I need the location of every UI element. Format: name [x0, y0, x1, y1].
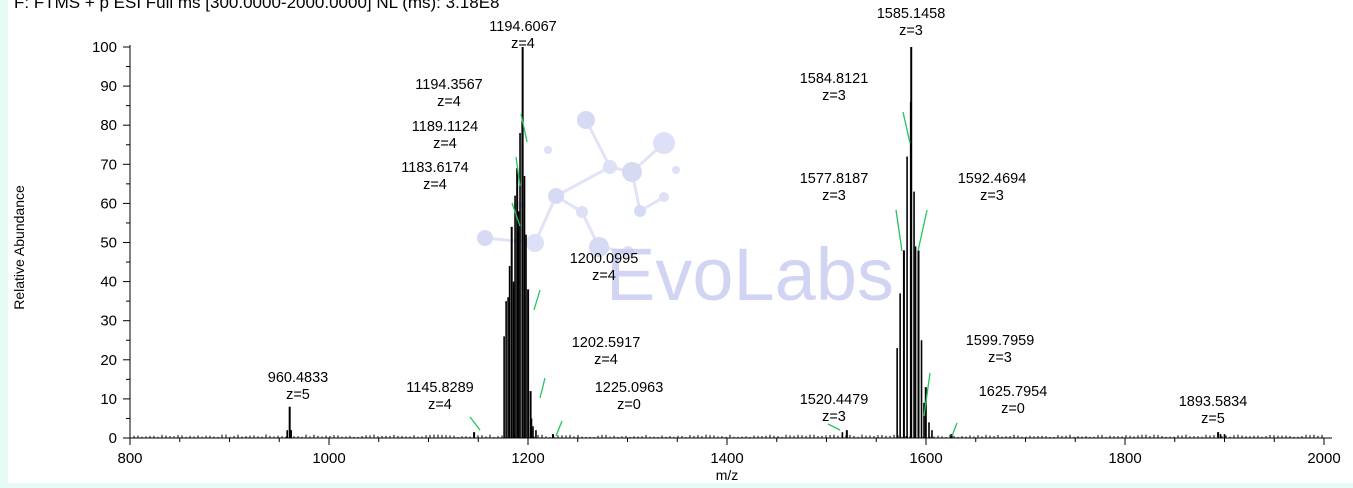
peak-charge-label: z=4 [433, 136, 457, 152]
peak-charge-label: z=4 [594, 352, 618, 368]
y-tick-label: 90 [100, 78, 117, 95]
y-tick-label: 30 [100, 313, 117, 330]
x-tick-label: 1200 [511, 450, 544, 467]
peak-charge-label: z=0 [617, 397, 641, 413]
y-tick-label: 10 [100, 391, 117, 408]
peak-charge-label: z=4 [511, 36, 535, 52]
peak-mz-label: 1599.7959 [966, 333, 1035, 349]
peak-charge-label: z=4 [423, 177, 447, 193]
x-tick-label: 2000 [1307, 450, 1340, 467]
y-tick-label: 40 [100, 274, 117, 291]
y-tick-label: 60 [100, 195, 117, 212]
y-tick-label: 80 [100, 117, 117, 134]
x-tick-label: 1400 [710, 450, 743, 467]
peak-mz-label: 1592.4694 [958, 171, 1027, 187]
peak-mz-label: 1194.3567 [415, 77, 482, 93]
molecule-logo-icon [477, 111, 680, 258]
label-leader-lines [469, 111, 958, 437]
x-tick-label: 1800 [1108, 450, 1141, 467]
peak-charge-label: z=4 [592, 268, 616, 284]
peak-mz-label: 1520.4479 [800, 392, 869, 408]
leader-line [520, 113, 528, 143]
x-axis-title: m/z [716, 467, 739, 483]
watermark-text: EvoLabs [606, 233, 894, 316]
peak-mz-label: 1202.5917 [572, 335, 641, 351]
x-tick-label: 1000 [312, 450, 345, 467]
peak-charge-label: z=3 [988, 350, 1012, 366]
peak-mz-label: 1625.7954 [979, 384, 1048, 400]
leader-line [827, 423, 841, 431]
peak-mz-label: 1584.8121 [800, 71, 869, 87]
peak-mz-label: 960.4833 [268, 370, 328, 386]
y-tick-label: 70 [100, 156, 117, 173]
peak-mz-label: 1183.6174 [401, 160, 468, 176]
peak-charge-label: z=0 [1001, 401, 1025, 417]
chart-area: F: FTMS + p ESI Full ms [300.0000-2000.0… [8, 0, 1353, 483]
leader-line [923, 372, 931, 417]
peak-charge-label: z=3 [822, 188, 846, 204]
leader-line [917, 209, 928, 252]
y-axis-title: Relative Abundance [11, 185, 27, 310]
peak-charge-label: z=3 [980, 188, 1004, 204]
peak-mz-label: 1225.0963 [595, 380, 664, 396]
leader-line [902, 111, 911, 144]
peak-charge-label: z=5 [286, 387, 310, 403]
y-tick-label: 100 [92, 39, 117, 56]
scan-header: F: FTMS + p ESI Full ms [300.0000-2000.0… [14, 0, 500, 12]
x-tick-label: 1600 [909, 450, 942, 467]
peak-charge-label: z=4 [437, 94, 461, 110]
peak-mz-label: 1577.8187 [800, 171, 869, 187]
peak-charge-label: z=3 [822, 88, 846, 104]
peak-mz-label: 1585.1458 [877, 6, 946, 22]
leader-line [515, 156, 521, 187]
peak-charge-label: z=4 [428, 397, 452, 413]
peak-charge-label: z=3 [899, 23, 923, 39]
peak-mz-label: 1893.5834 [1179, 394, 1248, 410]
leader-line [469, 416, 481, 431]
leader-line [895, 209, 903, 252]
axes: 0 10 20 30 40 50 60 70 80 90 100 800 1000 1200 1400 160… [11, 39, 1341, 483]
leader-line [555, 420, 563, 437]
peak-mz-label: 1189.1124 [412, 119, 478, 135]
leader-line [511, 202, 521, 227]
mass-spectrum-chart: EvoLabs 0 10 20 30 40 50 60 70 80 90 100 800 1000 120… [11, 6, 1341, 483]
peak-mz-label: 1145.8289 [406, 380, 473, 396]
x-tick-label: 800 [117, 450, 142, 467]
y-tick-label: 0 [109, 430, 117, 447]
y-tick-label: 50 [100, 235, 117, 252]
peak-bars [133, 47, 1323, 438]
peak-charge-label: z=5 [1201, 411, 1225, 427]
peak-charge-label: z=3 [822, 409, 846, 425]
leader-line [533, 289, 541, 311]
peak-mz-label: 1194.6067 [489, 19, 556, 35]
peak-mz-label: 1200.0995 [570, 251, 639, 267]
leader-line [951, 422, 958, 437]
y-tick-label: 20 [100, 352, 117, 369]
watermark: EvoLabs [477, 111, 894, 316]
leader-line [539, 377, 546, 399]
